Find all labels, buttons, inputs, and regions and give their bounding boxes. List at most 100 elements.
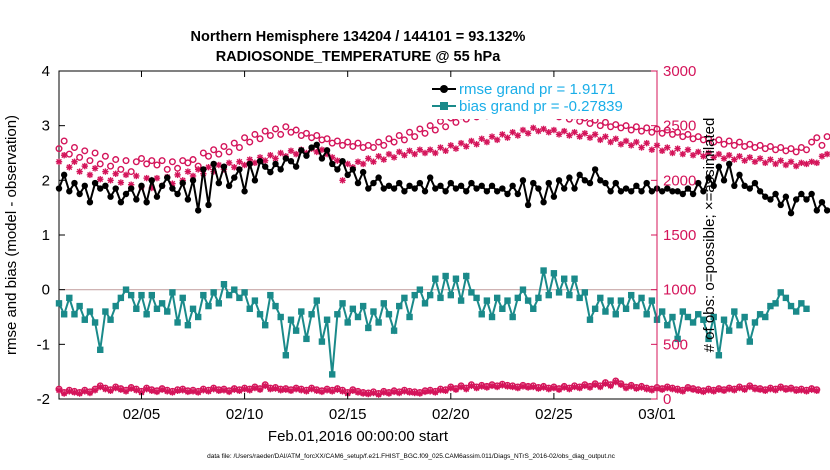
obs-assimilated-point — [375, 153, 382, 160]
asterisk-stroke — [798, 387, 805, 394]
bias-point — [643, 311, 650, 318]
obs-assimilated-point — [818, 153, 826, 160]
obs-assimilated-point — [220, 387, 228, 394]
asterisk-stroke — [473, 141, 480, 148]
obs-possible-point — [272, 125, 280, 133]
rmse-point — [251, 177, 259, 184]
bias-point — [117, 294, 125, 302]
rmse-point — [97, 185, 104, 192]
asterisk-stroke — [293, 386, 300, 393]
obs-assimilated-point — [617, 381, 625, 388]
obs-possible-point — [333, 137, 341, 145]
asterisk-stroke — [473, 385, 480, 391]
bias-point — [519, 286, 527, 293]
x-tick-label: 02/05 — [123, 406, 161, 423]
asterisk-stroke — [463, 143, 470, 150]
asterisk-stroke — [76, 390, 83, 397]
obs-assimilated-point — [390, 388, 398, 396]
obs-assimilated-point — [504, 134, 511, 141]
obs-assimilated-point — [576, 384, 583, 392]
asterisk-stroke — [509, 129, 516, 136]
obs-possible-point — [674, 128, 682, 136]
bias-point — [555, 289, 563, 296]
asterisk-stroke — [339, 177, 346, 184]
obs-assimilated-point — [396, 148, 403, 156]
obs-assimilated-point — [777, 384, 784, 392]
obs-assimilated-point — [571, 383, 578, 391]
obs-possible-point — [694, 133, 702, 141]
rmse-point — [767, 196, 774, 203]
rmse-point — [55, 185, 63, 192]
bias-point — [164, 308, 171, 315]
rmse-point — [277, 166, 284, 173]
obs-possible-point — [127, 168, 135, 176]
obs-possible-point — [658, 129, 666, 137]
rmse-point — [256, 158, 264, 165]
rmse-point — [813, 207, 821, 214]
rmse-point — [401, 188, 408, 195]
asterisk-stroke — [669, 386, 676, 393]
asterisk-stroke — [504, 134, 511, 141]
asterisk-stroke — [468, 138, 475, 144]
obs-possible-point — [720, 140, 728, 148]
rmse-point — [705, 174, 712, 181]
rmse-point — [731, 182, 738, 189]
asterisk-stroke — [545, 386, 552, 393]
asterisk-stroke — [334, 157, 341, 164]
rmse-point — [179, 179, 186, 187]
asterisk-stroke — [396, 390, 403, 396]
obs-assimilated-point — [669, 149, 676, 157]
obs-assimilated-point — [581, 130, 589, 137]
bias-point — [731, 308, 738, 315]
bias-point — [715, 352, 723, 359]
obs-possible-point — [632, 123, 640, 131]
bias-point — [478, 311, 485, 318]
obs-assimilated-point — [102, 168, 109, 175]
bias-point — [581, 289, 589, 296]
obs-possible-point — [225, 148, 233, 156]
asterisk-stroke — [736, 385, 743, 391]
rmse-point — [576, 171, 583, 179]
obs-assimilated-point — [272, 385, 279, 392]
rmse-point — [787, 209, 795, 217]
bias-point — [689, 319, 697, 326]
rmse-point — [298, 147, 305, 154]
obs-assimilated-point — [60, 390, 68, 397]
rmse-point — [262, 163, 269, 170]
obs-assimilated-point — [803, 160, 810, 168]
asterisk-stroke — [87, 171, 93, 178]
bias-point — [700, 316, 707, 323]
obs-assimilated-point — [741, 386, 748, 393]
obs-possible-point — [426, 122, 434, 130]
bias-point — [648, 297, 656, 304]
obs-possible-point — [313, 132, 321, 140]
asterisk-stroke — [236, 158, 243, 165]
bias-series-layer — [55, 267, 810, 378]
obs-assimilated-point — [808, 386, 815, 393]
obs-assimilated-point — [287, 147, 295, 155]
bias-point — [287, 316, 295, 323]
asterisk-stroke — [628, 142, 635, 149]
asterisk-stroke — [133, 387, 140, 394]
obs-assimilated-point — [122, 388, 130, 395]
rmse-point — [643, 179, 650, 187]
asterisk-stroke — [355, 389, 361, 396]
obs-assimilated-point — [55, 158, 63, 165]
bias-point — [184, 322, 192, 329]
obs-assimilated-point — [514, 132, 522, 139]
bias-point — [365, 324, 372, 332]
rmse-point — [60, 171, 68, 179]
left-y-tick-label: 2 — [42, 172, 50, 189]
rmse-point — [205, 201, 212, 209]
rmse-point — [715, 163, 723, 170]
asterisk-stroke — [123, 171, 129, 178]
obs-assimilated-point — [127, 385, 135, 392]
rmse-point — [493, 188, 501, 195]
obs-assimilated-point — [720, 155, 728, 162]
asterisk-stroke — [437, 387, 444, 394]
obs-assimilated-point — [648, 387, 656, 394]
x-axis-label: Feb.01,2016 00:00:00 start — [268, 428, 449, 445]
bias-point — [483, 297, 491, 304]
rmse-point — [581, 177, 589, 184]
obs-possible-point — [137, 154, 145, 162]
